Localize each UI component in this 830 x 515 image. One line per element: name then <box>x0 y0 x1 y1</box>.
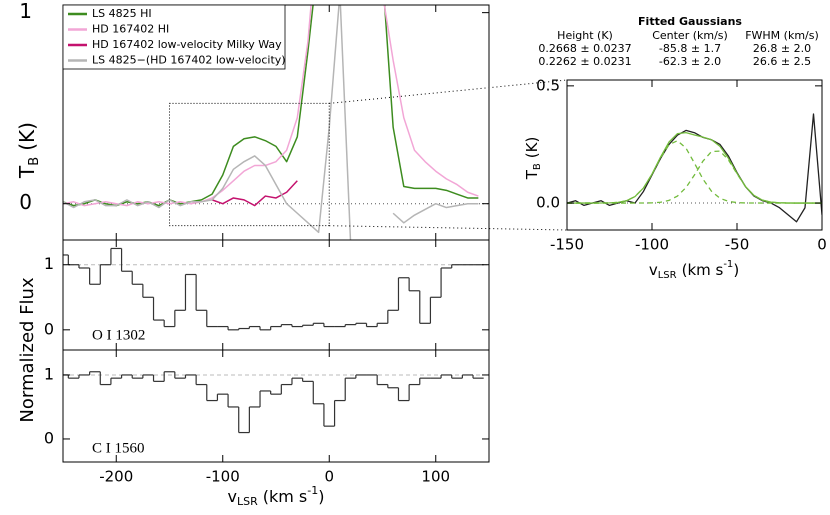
x-tick-label: -150 <box>550 236 584 254</box>
label-part: v <box>228 487 237 506</box>
label-part: (K) <box>523 137 541 159</box>
x-tick-label: 0 <box>324 468 334 486</box>
x-tick-label: -200 <box>99 468 133 486</box>
x-axis-label: vLSR (km s-1) <box>228 484 325 508</box>
series-line <box>567 150 822 204</box>
series-line <box>567 113 822 223</box>
axes-frame <box>566 79 823 231</box>
legend-label: HD 167402 low-velocity Milky Way <box>92 38 282 51</box>
label-part: ) <box>318 487 324 506</box>
label-sup: -1 <box>307 484 318 497</box>
y-tick-label: 1 <box>19 0 32 23</box>
x-axis-label: vLSR (km s-1) <box>649 259 739 281</box>
plot-area <box>63 371 489 434</box>
annotation: O I 1302 <box>92 327 145 343</box>
label-part: (K) <box>15 122 39 151</box>
x-tick-label: 0 <box>817 236 827 254</box>
plot-area <box>63 247 489 331</box>
series-line <box>567 140 822 204</box>
axes-frame <box>62 349 490 463</box>
series-line <box>63 5 479 207</box>
label-sup: -1 <box>723 259 733 270</box>
label-sub: B <box>532 163 543 170</box>
zoom-connector <box>329 225 568 231</box>
label-part: v <box>649 261 658 279</box>
label-part: (km s <box>682 261 724 279</box>
x-tick-label: -50 <box>725 236 750 254</box>
annotation: C I 1560 <box>92 440 145 456</box>
y-tick-label: 0 <box>44 319 54 338</box>
x-tick-label: -100 <box>635 236 669 254</box>
legend-label: HD 167402 HI <box>92 23 169 36</box>
table-cell: -62.3 ± 2.0 <box>659 55 721 68</box>
plot-area <box>567 113 822 223</box>
table-cell: 26.8 ± 2.0 <box>753 42 811 55</box>
y-tick-label: 0 <box>44 428 54 447</box>
y-tick-label: 0.5 <box>536 76 560 94</box>
y-axis-label: Normalized Flux <box>17 277 38 423</box>
y-tick-label: 1 <box>44 364 54 383</box>
x-tick-label: -100 <box>206 468 240 486</box>
table-header: Height (K) <box>557 29 613 42</box>
zoom-box <box>169 102 330 227</box>
legend-box <box>62 4 286 70</box>
series-line <box>63 5 479 240</box>
label-part: ) <box>733 261 739 279</box>
series-line <box>567 131 822 204</box>
label-part: T <box>523 169 541 180</box>
table-title: Fitted Gaussians <box>638 15 742 28</box>
series-line <box>211 180 298 207</box>
legend: LS 4825 HI HD 167402 HI HD 167402 low-velo… <box>62 4 286 70</box>
legend-label: LS 4825 HI <box>92 7 152 20</box>
table-cell: 26.6 ± 2.5 <box>753 55 811 68</box>
plot-area <box>63 5 489 240</box>
y-tick-label: 0.0 <box>536 194 560 212</box>
y-axis-label: TB (K) <box>15 122 42 179</box>
table-cell: 0.2262 ± 0.0231 <box>538 55 631 68</box>
x-tick-label: 100 <box>421 468 450 486</box>
table-header: Center (km/s) <box>652 29 728 42</box>
table-header: FWHM (km/s) <box>745 29 819 42</box>
zoom-connector <box>329 79 568 104</box>
table-cell: -85.8 ± 1.7 <box>659 42 721 55</box>
label-sub: LSR <box>237 495 258 508</box>
table-cell: 0.2668 ± 0.0237 <box>538 42 631 55</box>
label-part: (km s <box>263 487 308 506</box>
label-sub: LSR <box>658 270 677 281</box>
y-axis-label: TB (K) <box>523 137 544 181</box>
y-tick-label: 1 <box>44 254 54 273</box>
legend-label: LS 4825−(HD 167402 low-velocity) <box>92 54 286 67</box>
label-part: T <box>15 165 39 179</box>
label-sub: B <box>27 157 42 166</box>
y-tick-label: 0 <box>19 190 32 214</box>
